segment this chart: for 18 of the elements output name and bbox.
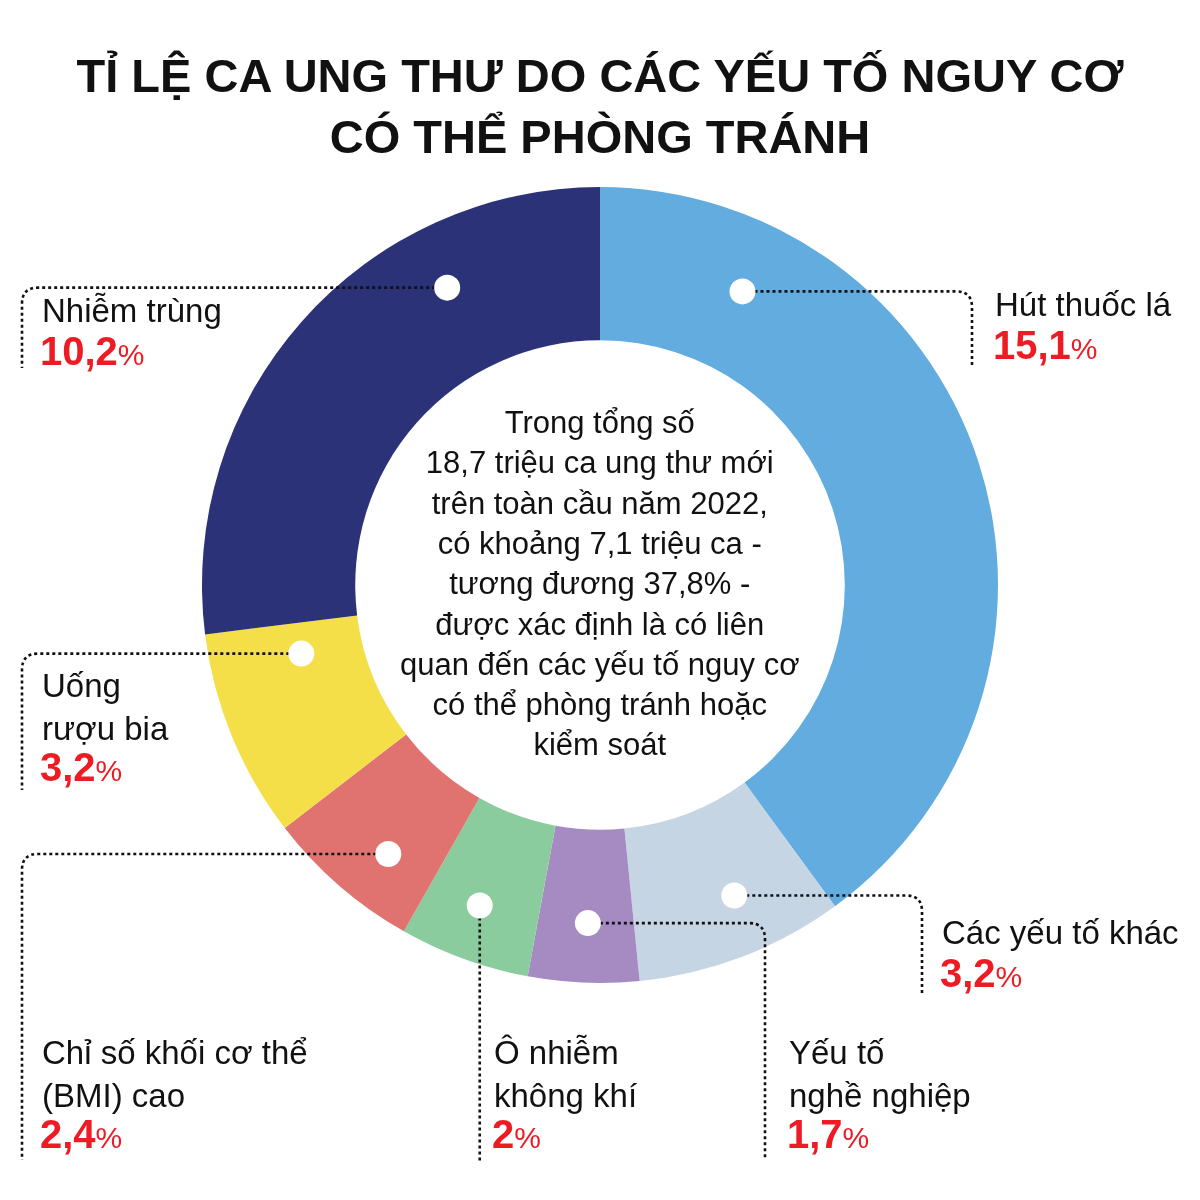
slice-label: Ô nhiễm không khí xyxy=(494,1034,638,1114)
slice-label: Chỉ số khối cơ thể (BMI) cao xyxy=(42,1034,308,1114)
chart-title: TỈ LỆ CA UNG THƯ DO CÁC YẾU TỐ NGUY CƠ CÓ THỂ PHÒNG TRÁNH xyxy=(76,49,1125,164)
donut-slice xyxy=(403,797,556,977)
data-label: 3,2% xyxy=(40,745,123,789)
slice-label: Hút thuốc lá xyxy=(995,286,1172,323)
donut-slice xyxy=(624,782,836,982)
data-label: 2% xyxy=(492,1112,541,1156)
slice-label: Uống rượu bia xyxy=(42,667,169,747)
data-label: 10,2% xyxy=(40,329,145,373)
data-label: 15,1% xyxy=(993,323,1098,367)
slice-label: Các yếu tố khác xyxy=(942,914,1179,951)
slice-label: Yếu tố nghề nghiệp xyxy=(789,1034,971,1114)
donut-slice xyxy=(527,825,640,983)
text: Trong tổng số 18,7 triệu ca ung thư mới trên toàn cầu năm 2022, có khoảng 7,1 triệu ca - tương đương 37,8% - được xác định là có liên quan đến các yếu tố nguy cơ có thể phòng tránh hoặc kiểm soát xyxy=(400,405,800,763)
slice-label: Nhiễm trùng xyxy=(42,292,222,329)
donut-slice xyxy=(284,734,480,932)
data-label: 3,2% xyxy=(940,951,1023,995)
